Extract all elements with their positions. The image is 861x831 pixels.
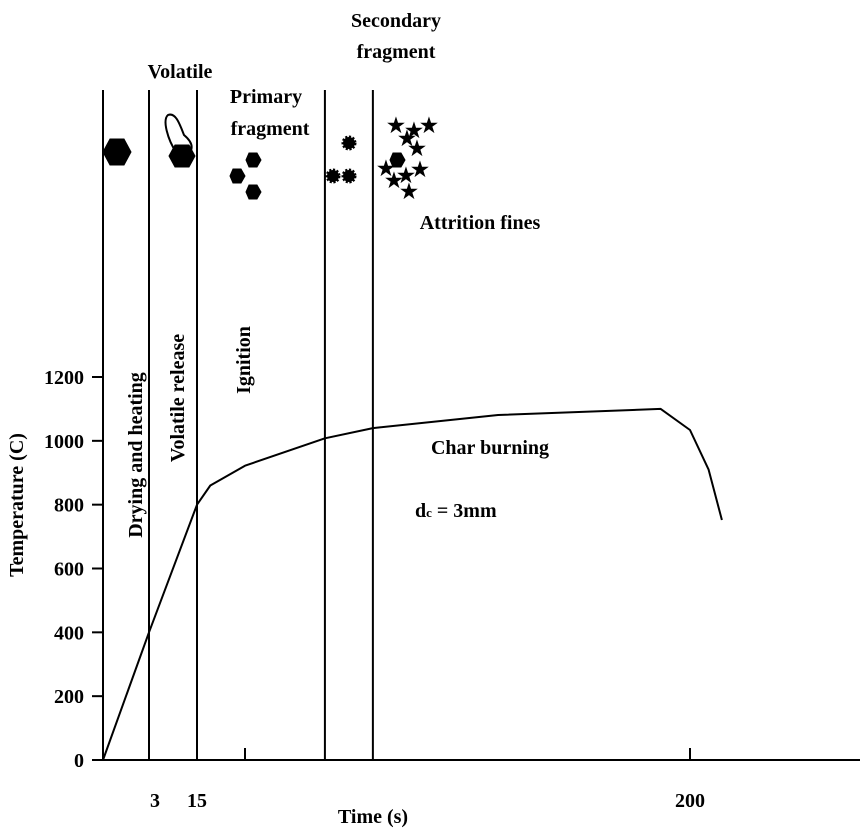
annotation: Primary — [230, 86, 302, 108]
particle — [341, 168, 357, 184]
svg-text:★: ★ — [420, 115, 438, 137]
annotation: Drying and heating — [125, 372, 147, 538]
svg-text:★: ★ — [405, 120, 423, 142]
annotation: Secondary — [351, 10, 441, 32]
y-tick-label: 600 — [54, 559, 84, 581]
y-tick-label: 1200 — [44, 367, 84, 389]
volatile-plume — [164, 113, 193, 153]
particle — [245, 184, 262, 200]
x-tick-label: 200 — [675, 790, 705, 812]
y-tick-label: 800 — [54, 495, 84, 517]
y-axis-label: Temperature (C) — [6, 433, 28, 577]
particle — [341, 135, 357, 151]
y-tick-label: 1000 — [44, 431, 84, 453]
annotation: fragment — [357, 41, 436, 63]
annotation: Ignition — [233, 326, 255, 394]
y-tick-label: 0 — [74, 750, 84, 772]
svg-text:★: ★ — [408, 138, 426, 160]
svg-text:★: ★ — [411, 159, 429, 181]
annotation-part: = 3mm — [432, 500, 497, 522]
annotation: Volatile release — [167, 334, 189, 462]
svg-text:★: ★ — [385, 170, 403, 192]
annotation: Attrition fines — [420, 212, 541, 234]
x-tick-label: 3 — [150, 790, 160, 812]
particle — [229, 168, 246, 184]
svg-text:★: ★ — [377, 158, 395, 180]
particle — [168, 144, 196, 168]
annotation: Char burning — [431, 437, 549, 459]
svg-text:★: ★ — [400, 181, 418, 203]
temperature-line — [102, 407, 723, 761]
svg-text:★: ★ — [398, 128, 416, 150]
x-axis-label: Time (s) — [338, 806, 408, 828]
particle — [245, 152, 262, 168]
annotation: fragment — [231, 118, 310, 140]
annotation-part: d — [415, 500, 426, 522]
annotation-part: c — [426, 505, 432, 520]
y-tick-label: 400 — [54, 622, 84, 644]
annotation: dc = 3mm — [415, 500, 497, 522]
svg-text:★: ★ — [397, 165, 415, 187]
fines: ★★★★ ★★ ★★ ★★ — [377, 115, 438, 203]
particle — [325, 168, 341, 184]
svg-text:★: ★ — [387, 115, 405, 137]
y-tick-label: 200 — [54, 686, 84, 708]
particle — [102, 138, 132, 166]
annotation: Volatile — [148, 61, 213, 83]
x-tick-label: 15 — [187, 790, 207, 812]
particle — [389, 152, 406, 168]
particle-icons: ★★★★ ★★ ★★ ★★ — [102, 113, 438, 203]
